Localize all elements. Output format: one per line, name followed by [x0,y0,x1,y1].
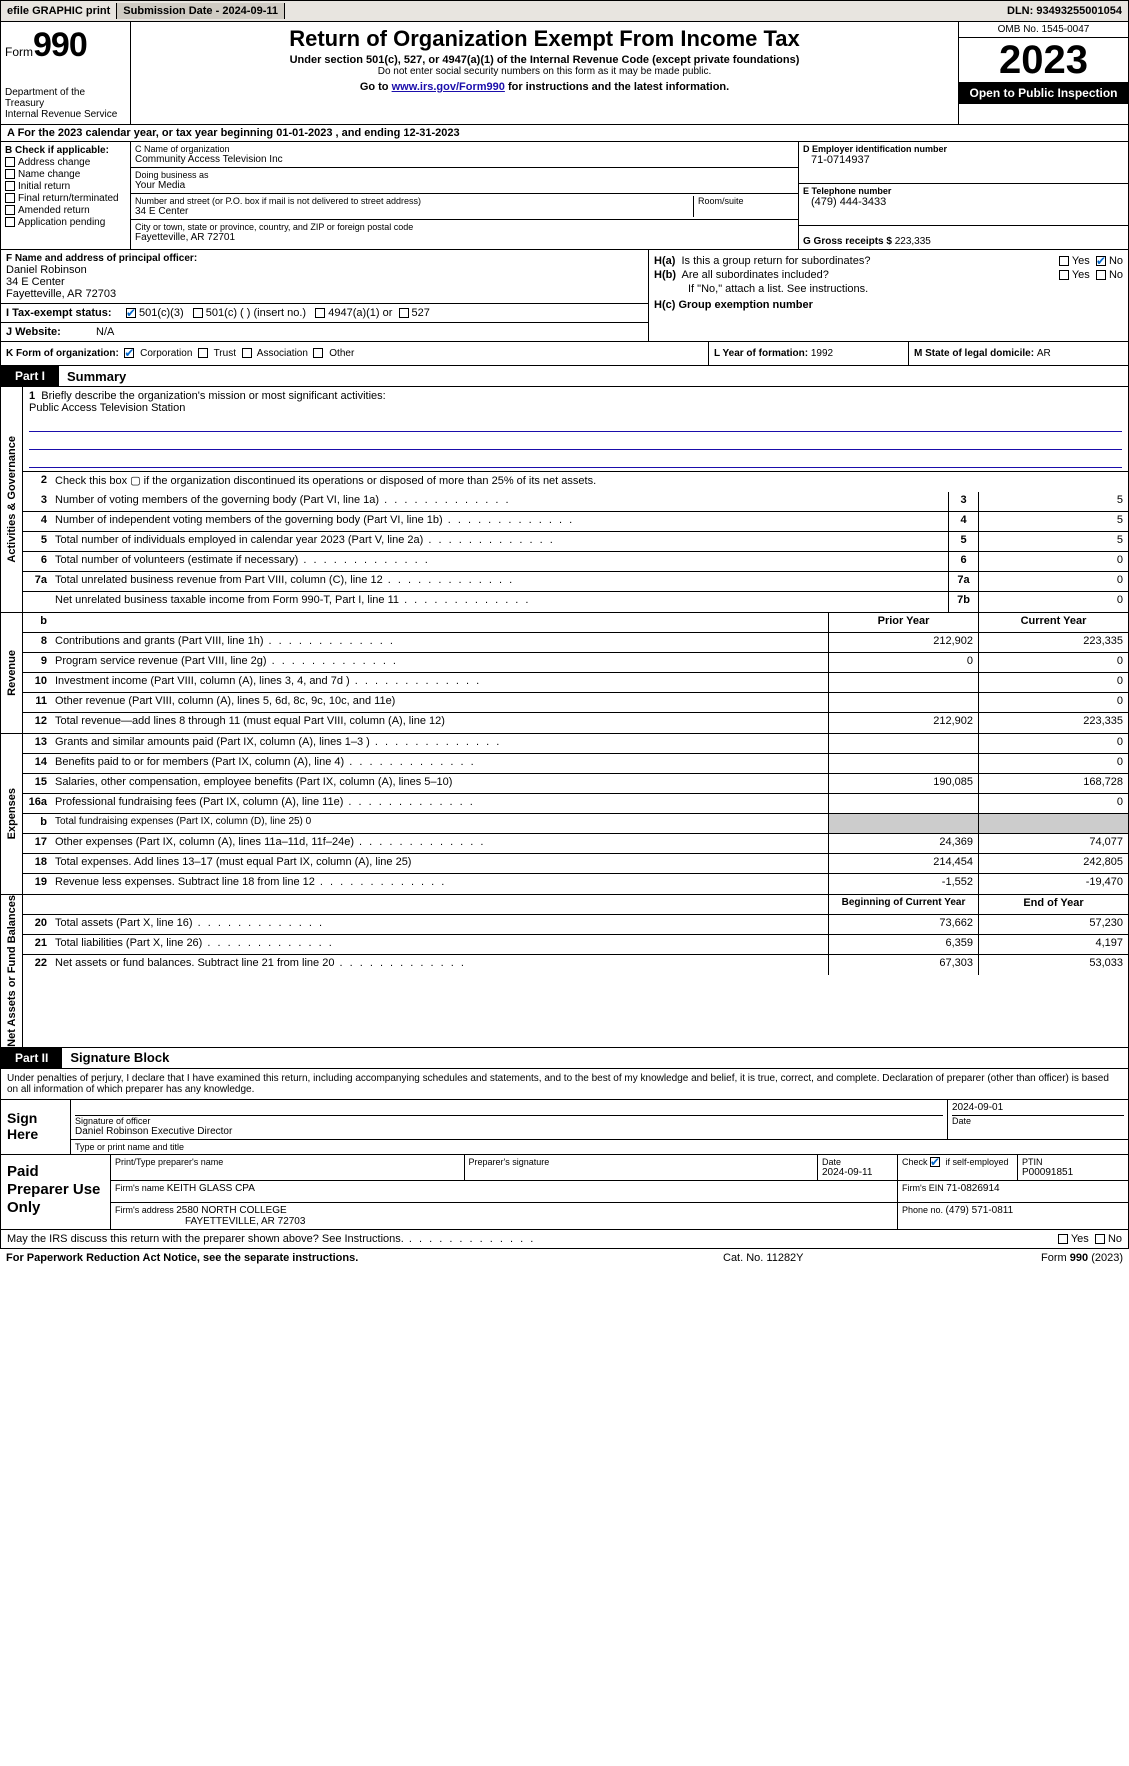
checkbox-name-change[interactable] [5,169,15,179]
tax-year: 2023 [959,38,1128,82]
top-bar: efile GRAPHIC print Submission Date - 20… [0,0,1129,22]
part1-header: Part I Summary [0,366,1129,387]
mission-block: 1 Briefly describe the organization's mi… [23,387,1128,472]
preparer-phone: (479) 571-0811 [946,1205,1014,1216]
firm-name: KEITH GLASS CPA [167,1183,255,1194]
tax-exempt-status: I Tax-exempt status: 501(c)(3) 501(c) ( … [1,304,648,323]
checkbox-address-change[interactable] [5,157,15,167]
checkbox-501c[interactable] [193,308,203,318]
dln: DLN: 93493255001054 [1007,5,1128,17]
checkbox-app-pending[interactable] [5,217,15,227]
efile-print-label: efile GRAPHIC print [1,3,117,19]
city-state-zip: Fayetteville, AR 72701 [135,232,794,243]
box-h: H(a) Is this a group return for subordin… [648,250,1128,341]
website-line: J Website: N/A [1,323,648,341]
ein: 71-0714937 [803,154,1124,166]
line3-val: 5 [978,492,1128,511]
submission-date: Submission Date - 2024-09-11 [117,3,285,19]
section-fh: F Name and address of principal officer:… [0,250,1129,342]
expenses-section: Expenses 13Grants and similar amounts pa… [0,734,1129,895]
mission-text: Public Access Television Station [29,402,1122,414]
checkbox-ha-yes[interactable] [1059,256,1069,266]
dept-treasury: Department of the Treasury Internal Reve… [5,87,126,120]
dba-name: Your Media [135,180,794,191]
form-header: Form990 Department of the Treasury Inter… [0,22,1129,124]
form-title: Return of Organization Exempt From Incom… [139,26,950,52]
telephone: (479) 444-3433 [803,196,1124,208]
checkbox-amended[interactable] [5,205,15,215]
box-b: B Check if applicable: Address change Na… [1,142,131,249]
sign-here-block: Sign Here Signature of officer Daniel Ro… [0,1100,1129,1155]
checkbox-527[interactable] [399,308,409,318]
ptin: P00091851 [1022,1167,1124,1178]
checkbox-501c3[interactable] [126,308,136,318]
checkbox-corp[interactable] [124,348,134,358]
part2-header: Part II Signature Block [0,1048,1129,1069]
box-d: D Employer identification number 71-0714… [798,142,1128,249]
box-f: F Name and address of principal officer:… [1,250,648,304]
year-formation: 1992 [811,348,833,359]
checkbox-4947[interactable] [315,308,325,318]
form-number: 990 [33,26,87,64]
tax-year-line: A For the 2023 calendar year, or tax yea… [0,124,1129,142]
penalties-text: Under penalties of perjury, I declare th… [0,1069,1129,1100]
omb-number: OMB No. 1545-0047 [959,22,1128,38]
checkbox-final-return[interactable] [5,193,15,203]
checkbox-other[interactable] [313,348,323,358]
checkbox-self-employed[interactable] [930,1157,940,1167]
checkbox-initial-return[interactable] [5,181,15,191]
gross-receipts: 223,335 [895,236,931,247]
checkbox-assoc[interactable] [242,348,252,358]
checkbox-discuss-no[interactable] [1095,1234,1105,1244]
open-to-public: Open to Public Inspection [959,82,1128,104]
firm-ein: 71-0826914 [946,1183,999,1194]
checkbox-ha-no[interactable] [1096,256,1106,266]
revenue-section: Revenue bPrior YearCurrent Year 8Contrib… [0,613,1129,734]
checkbox-hb-yes[interactable] [1059,270,1069,280]
officer-name: Daniel Robinson Executive Director [75,1126,943,1137]
netassets-section: Net Assets or Fund Balances Beginning of… [0,895,1129,1048]
section-bcd: B Check if applicable: Address change Na… [0,142,1129,250]
state-domicile: AR [1037,348,1051,359]
page-footer: For Paperwork Reduction Act Notice, see … [0,1249,1129,1267]
discuss-line: May the IRS discuss this return with the… [0,1230,1129,1249]
irs-link[interactable]: www.irs.gov/Form990 [392,81,505,93]
paid-preparer-block: Paid Preparer Use Only Print/Type prepar… [0,1155,1129,1230]
checkbox-discuss-yes[interactable] [1058,1234,1068,1244]
box-c: C Name of organization Community Access … [131,142,798,249]
org-name: Community Access Television Inc [135,154,794,165]
section-klm: K Form of organization: Corporation Trus… [0,342,1129,366]
checkbox-hb-no[interactable] [1096,270,1106,280]
governance-section: Activities & Governance 1 Briefly descri… [0,387,1129,613]
checkbox-trust[interactable] [198,348,208,358]
street-address: 34 E Center [135,206,689,217]
